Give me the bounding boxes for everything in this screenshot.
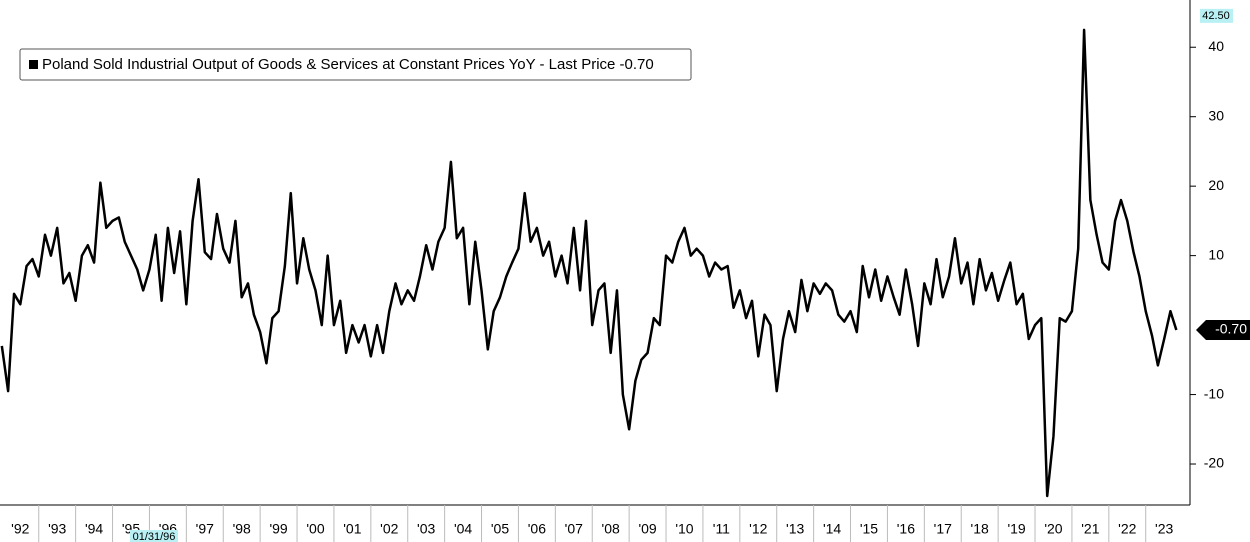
- x-tick-label: '08: [602, 521, 620, 537]
- x-tick-label: '16: [897, 521, 915, 537]
- x-tick-label: '06: [528, 521, 546, 537]
- cursor-label: 01/31/96: [133, 531, 176, 542]
- x-tick-label: '11: [713, 521, 730, 537]
- y-tick-label: -10: [1204, 385, 1224, 401]
- x-tick-label: '22: [1118, 521, 1136, 537]
- x-tick-label: '01: [343, 521, 361, 537]
- x-tick-label: '04: [454, 521, 472, 537]
- x-tick-label: '03: [417, 521, 435, 537]
- x-tick-label: '13: [786, 521, 804, 537]
- legend-label: Poland Sold Industrial Output of Goods &…: [42, 56, 654, 73]
- x-tick-label: '23: [1155, 521, 1173, 537]
- cursor-label-box: [130, 530, 178, 542]
- x-tick-label: '94: [85, 521, 103, 537]
- legend-swatch: [29, 60, 38, 69]
- x-tick-label: '19: [1007, 521, 1025, 537]
- x-tick-label: '15: [860, 521, 878, 537]
- x-tick-label: '12: [749, 521, 767, 537]
- x-tick-label: '92: [11, 521, 29, 537]
- y-tick-label: 10: [1208, 246, 1224, 262]
- x-tick-label: '10: [675, 521, 693, 537]
- x-tick-label: '05: [491, 521, 509, 537]
- x-tick-label: '17: [934, 521, 952, 537]
- y-tick-label: 30: [1208, 107, 1224, 123]
- x-tick-label: '20: [1044, 521, 1062, 537]
- y-tick-label: -20: [1204, 455, 1224, 471]
- max-label-box: [1200, 8, 1233, 23]
- max-label: 42.50: [1202, 10, 1230, 22]
- x-tick-label: '00: [306, 521, 324, 537]
- x-tick-label: '99: [269, 521, 287, 537]
- last-label: -0.70: [1215, 321, 1247, 337]
- x-tick-label: '98: [233, 521, 251, 537]
- x-tick-label: '02: [380, 521, 398, 537]
- x-tick-label: '18: [971, 521, 989, 537]
- legend-box: [19, 48, 692, 81]
- x-tick-label: '07: [565, 521, 583, 537]
- y-tick-label: 20: [1208, 177, 1224, 193]
- data-line: [0, 28, 1178, 498]
- x-tick-label: '93: [48, 521, 66, 537]
- last-label-box: [1196, 319, 1250, 340]
- x-tick-label: '97: [196, 521, 214, 537]
- y-tick-label: 40: [1208, 38, 1224, 54]
- x-tick-label: '21: [1081, 521, 1099, 537]
- x-tick-label: '14: [823, 521, 841, 537]
- x-tick-label: '09: [638, 521, 656, 537]
